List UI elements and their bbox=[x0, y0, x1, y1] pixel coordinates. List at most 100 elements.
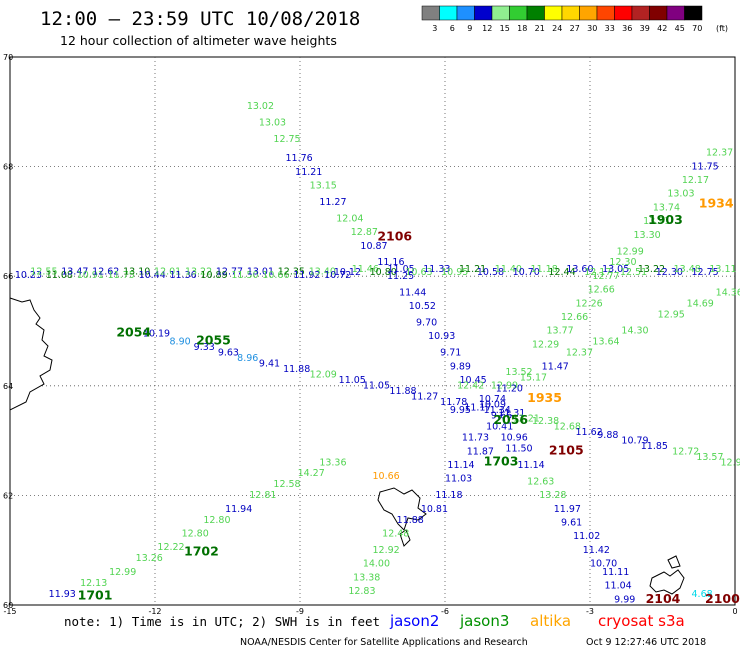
legend-swatch-12 bbox=[474, 5, 493, 21]
wave-height-value: 10.09 bbox=[479, 400, 506, 411]
wave-height-value: 9.41 bbox=[259, 359, 280, 370]
wave-height-value: 13.15 bbox=[310, 181, 337, 192]
wave-height-value: 11.31 bbox=[498, 408, 525, 419]
legend-label-27: 27 bbox=[570, 24, 580, 33]
wave-height-value: 11.85 bbox=[641, 441, 668, 452]
wave-height-value: 13.26 bbox=[136, 553, 163, 564]
wave-height-value: 12.99 bbox=[617, 246, 644, 257]
cluster-value: 11.46 bbox=[352, 264, 379, 275]
cluster-value: 10.23 bbox=[15, 270, 42, 281]
cluster-value: 12.01 bbox=[154, 267, 181, 278]
wave-height-value: 14.36 bbox=[716, 287, 740, 298]
pass-time-label: 2105 bbox=[549, 442, 584, 457]
cluster-value: 11.50 bbox=[231, 270, 258, 281]
wave-height-value: 13.38 bbox=[353, 572, 380, 583]
cluster-value: 10.58 bbox=[477, 267, 504, 278]
legend-label-3: 3 bbox=[432, 24, 437, 33]
wave-height-value: 14.69 bbox=[687, 298, 714, 309]
cluster-value: 12.51 bbox=[620, 267, 647, 278]
cluster-value: 11.08 bbox=[46, 270, 73, 281]
cluster-value: 12.35 bbox=[278, 267, 305, 278]
wave-height-value: 11.03 bbox=[445, 474, 472, 485]
shetland-north bbox=[667, 555, 681, 569]
cluster-value: 13.11 bbox=[709, 264, 736, 275]
wave-height-value: 12.99 bbox=[109, 567, 136, 578]
wave-height-value: 11.88 bbox=[283, 364, 310, 375]
legend-label-24: 24 bbox=[552, 24, 562, 33]
cluster-value: 13.05 bbox=[602, 264, 629, 275]
wave-height-value: 13.36 bbox=[319, 457, 346, 468]
legend-label-36: 36 bbox=[622, 24, 632, 33]
track-t3: 11.9312.1312.9913.2612.2212.8012.8011.94… bbox=[49, 287, 740, 599]
wave-height-value: 12.87 bbox=[351, 227, 378, 238]
pass-time-label: 1934 bbox=[699, 196, 734, 211]
wave-height-value: 9.88 bbox=[597, 430, 618, 441]
wave-height-value: 10.87 bbox=[360, 241, 387, 252]
lon-tick-label: 0 bbox=[732, 607, 737, 616]
wave-height-value: 10.45 bbox=[460, 375, 487, 386]
wave-height-value: 12.63 bbox=[527, 476, 554, 487]
wave-height-value: 11.04 bbox=[605, 581, 632, 592]
wave-height-value: 11.88 bbox=[397, 515, 424, 526]
wave-height-value: 12.17 bbox=[682, 175, 709, 186]
wave-height-value: 11.34 bbox=[484, 405, 511, 416]
wave-height-value: 12.26 bbox=[576, 298, 603, 309]
wave-height-value: 14.00 bbox=[363, 559, 390, 570]
faroe-south bbox=[399, 529, 411, 547]
wave-height-value: 12.37 bbox=[706, 148, 733, 159]
cluster-value: 11.36 bbox=[170, 270, 197, 281]
cluster-value: 11.33 bbox=[423, 264, 450, 275]
wave-height-value: 11.11 bbox=[602, 567, 629, 578]
wave-height-value: 10.52 bbox=[409, 301, 436, 312]
wave-height-value: 13.30 bbox=[634, 230, 661, 241]
cluster-value: 10.80 bbox=[370, 267, 397, 278]
wave-height-value: 11.50 bbox=[505, 444, 532, 455]
cluster-value: 11.40 bbox=[495, 264, 522, 275]
lon-tick-label: -9 bbox=[296, 607, 304, 616]
pass-time-label: 1935 bbox=[527, 390, 562, 405]
wave-height-value: 11.94 bbox=[225, 504, 252, 515]
wave-height-value: 12.80 bbox=[203, 515, 230, 526]
wave-height-value: 13.02 bbox=[247, 101, 274, 112]
cluster-value: 10.70 bbox=[513, 267, 540, 278]
wave-height-value: 8.90 bbox=[170, 337, 191, 348]
wave-height-value: 10.74 bbox=[479, 394, 506, 405]
wave-height-value: 11.16 bbox=[377, 257, 404, 268]
wave-height-value: 11.14 bbox=[447, 460, 474, 471]
wave-height-value: 12.29 bbox=[532, 339, 559, 350]
cluster-value: 13.22 bbox=[185, 267, 212, 278]
color-legend: 3 6 9 12 15 18 21 24 27 30 33 36 39 42 45 70 bbox=[421, 5, 703, 33]
pass-time-label: 2100 bbox=[705, 591, 740, 606]
pass-time-label: 2055 bbox=[196, 333, 231, 348]
cluster-value: 13.01 bbox=[247, 267, 274, 278]
wave-height-value: 12.80 bbox=[182, 529, 209, 540]
lon-tick-label: -12 bbox=[148, 607, 161, 616]
wave-height-value: 11.42 bbox=[583, 545, 610, 556]
wave-height-value: 11.62 bbox=[576, 427, 603, 438]
lat-tick-label: 60 bbox=[3, 601, 13, 610]
wave-height-value: 11.21 bbox=[295, 167, 322, 178]
footer-timestamp: Oct 9 12:27:46 UTC 2018 bbox=[586, 637, 706, 648]
wave-height-value: 11.20 bbox=[496, 383, 523, 394]
wave-height-value: 12.58 bbox=[273, 479, 300, 490]
cluster-value: 12.55 bbox=[30, 267, 57, 278]
satellite-label-jason3: jason3 bbox=[459, 612, 509, 630]
wave-height-value: 9.89 bbox=[450, 361, 471, 372]
wave-height-value: 12.72 bbox=[672, 446, 699, 457]
legend-unit: (ft) bbox=[716, 24, 728, 33]
wave-height-value: 11.78 bbox=[440, 397, 467, 408]
legend-swatch-39 bbox=[631, 5, 650, 21]
legend-swatch-9 bbox=[456, 5, 475, 21]
wave-height-value: 12.92 bbox=[373, 545, 400, 556]
land-masses bbox=[9, 297, 685, 595]
legend-label-21: 21 bbox=[535, 24, 545, 33]
wave-height-value: 11.75 bbox=[692, 161, 719, 172]
legend-swatch-27 bbox=[561, 5, 580, 21]
track-t2: 12.37 11.75 12.17 13.03 13.74 13.91 13.30 12.99… bbox=[348, 148, 733, 597]
cluster-value: 12.62 bbox=[92, 267, 119, 278]
satellite-label-altika: altika bbox=[530, 612, 571, 630]
pass-time-label: 1703 bbox=[484, 453, 519, 468]
lat-tick-label: 64 bbox=[3, 382, 13, 391]
track-t1: 13.02 13.03 12.75 11.76 11.21 13.15 11.27 12.04… bbox=[247, 101, 635, 605]
legend-swatch-70 bbox=[684, 5, 703, 21]
